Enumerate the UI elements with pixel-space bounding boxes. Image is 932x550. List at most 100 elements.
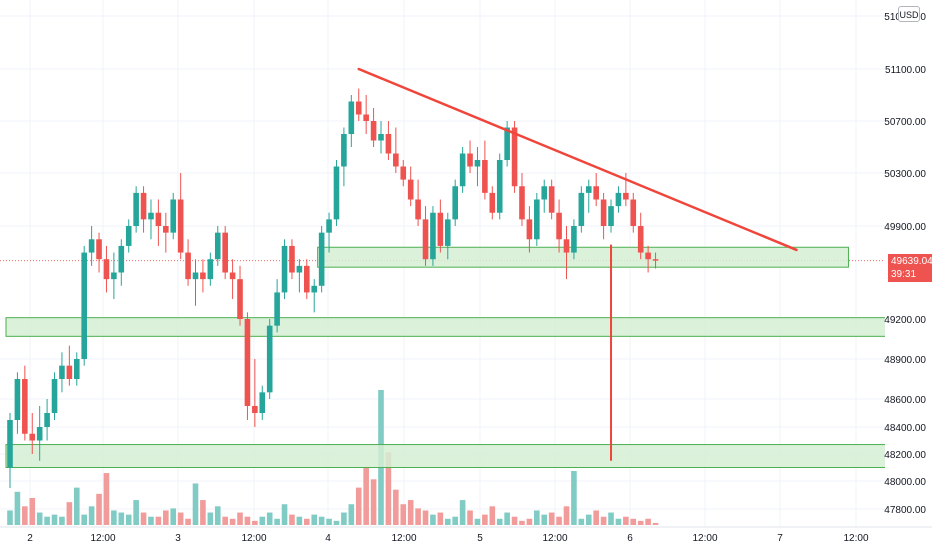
candle-body — [304, 265, 310, 293]
candle-body — [333, 166, 340, 220]
volume-bar — [170, 508, 177, 525]
candle-body — [400, 166, 407, 180]
volume-bar — [96, 493, 102, 525]
volume-bar — [133, 500, 139, 525]
candle-body — [504, 127, 510, 160]
volume-bar — [467, 510, 473, 525]
volume-bar — [118, 512, 125, 525]
candle-body — [214, 232, 221, 260]
volume-bar — [311, 514, 318, 525]
volume-bar — [333, 520, 340, 525]
candle-body — [363, 114, 369, 121]
candle-body — [229, 272, 236, 280]
volume-bar — [155, 516, 162, 525]
volume-bar — [519, 520, 525, 525]
volume-bar — [185, 518, 191, 525]
countdown-value: 39:31 — [891, 269, 917, 280]
volume-bar — [36, 512, 43, 525]
candle-body — [459, 153, 466, 187]
time-axis-bg — [0, 527, 932, 550]
candle-body — [7, 420, 13, 468]
candle-body — [103, 259, 110, 280]
volume-bar — [363, 466, 369, 525]
volume-bar — [229, 518, 236, 525]
volume-bar — [474, 518, 481, 525]
volume-bar — [578, 518, 585, 525]
price-tick-label: 47800.00 — [884, 505, 926, 516]
candle-body — [407, 179, 414, 200]
volume-bar — [44, 516, 50, 525]
volume-bar — [482, 514, 488, 525]
candle-body — [148, 212, 154, 220]
candle-body — [318, 232, 325, 286]
volume-bar — [125, 514, 132, 525]
candle-body — [66, 365, 73, 379]
candles — [7, 88, 659, 488]
candle-body — [207, 259, 214, 280]
candle-body — [59, 365, 65, 379]
candle-body — [519, 186, 525, 220]
volume-bar — [563, 506, 570, 525]
time-tick-label: 2 — [27, 533, 33, 544]
candle-body — [534, 199, 540, 240]
candle-body — [36, 427, 43, 441]
volume-bar — [593, 510, 599, 525]
candle-body — [252, 406, 258, 413]
time-tick-label: 3 — [175, 533, 181, 544]
volume-bar — [207, 512, 214, 525]
time-tick-label: 5 — [477, 533, 483, 544]
candle-body — [623, 192, 629, 200]
price-tick-label: 51100.00 — [885, 65, 926, 76]
support-zone — [317, 246, 849, 268]
candle-body — [244, 319, 251, 406]
volume-bar — [548, 512, 555, 525]
candle-body — [118, 245, 125, 273]
volume-bar — [177, 512, 184, 525]
volume-bar — [452, 516, 458, 525]
currency-button[interactable]: USD — [898, 6, 920, 22]
volume-bar — [296, 516, 303, 525]
volume-bar — [526, 518, 533, 525]
volume-bar — [252, 520, 258, 525]
candle-body — [140, 192, 147, 220]
price-tick-label: 48600.00 — [884, 395, 926, 406]
candle-body — [489, 192, 496, 213]
candle-body — [496, 160, 503, 213]
volume-bar — [111, 510, 117, 525]
volume-bar — [645, 518, 651, 525]
candle-body — [266, 325, 273, 393]
candle-body — [177, 199, 184, 253]
support-zone — [5, 317, 909, 337]
candle-body — [526, 219, 533, 240]
volume-bar — [393, 489, 399, 525]
candle-body — [311, 285, 318, 293]
volume-bar — [289, 514, 295, 525]
candle-body — [474, 160, 481, 167]
candle-body — [437, 212, 444, 246]
time-tick-label: 12:00 — [692, 533, 717, 544]
volume-bar — [281, 504, 288, 525]
volume-bar — [444, 518, 451, 525]
candle-body — [393, 153, 399, 167]
candle-body — [29, 433, 36, 441]
price-tick-label: 50300.00 — [884, 169, 926, 180]
candle-body — [608, 206, 614, 226]
candle-body — [482, 160, 488, 193]
candle-body — [237, 279, 243, 319]
candle-body — [73, 359, 80, 379]
time-tick-label: 12:00 — [241, 533, 266, 544]
candle-body — [222, 232, 228, 273]
candle-body — [541, 186, 548, 200]
candle-body — [81, 252, 87, 359]
candle-body — [385, 134, 392, 154]
price-tick-label: 48200.00 — [884, 450, 926, 461]
candle-body — [14, 379, 21, 420]
volume-bar — [600, 516, 607, 525]
candle-body — [593, 186, 599, 200]
volume-bar — [430, 514, 436, 525]
candle-body — [378, 134, 384, 141]
price-tick-label: 49200.00 — [884, 315, 926, 326]
volume-bar — [585, 514, 592, 525]
